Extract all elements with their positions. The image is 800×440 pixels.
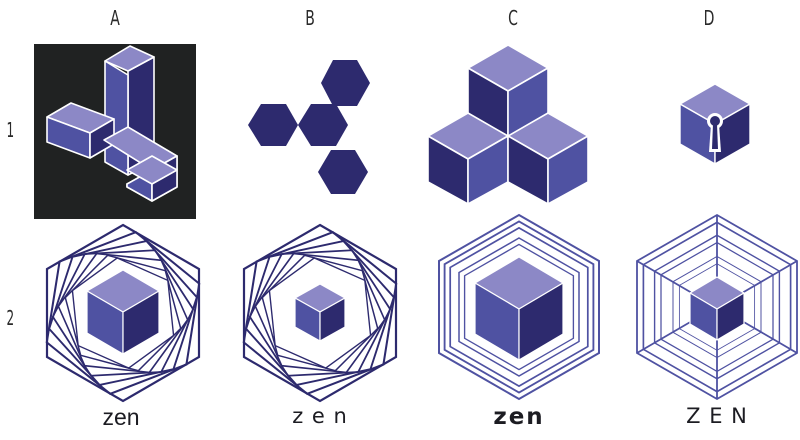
logo-d2-hexagon-web-cube: [636, 213, 798, 401]
row-label-1: 1: [6, 118, 15, 142]
wordmark-b: z e n: [292, 404, 348, 428]
column-label-a: A: [110, 6, 120, 30]
keyhole-icon: [707, 113, 723, 152]
logo-c1-cube-pyramid: [427, 44, 589, 205]
column-label-d: D: [703, 6, 715, 30]
column-label-b: B: [305, 6, 315, 30]
logo-c2-concentric-large-cube: [438, 213, 600, 401]
wordmark-c: zen: [493, 404, 545, 430]
logo-a1-three-arm-shape: [34, 44, 196, 219]
wordmark-d: Z E N: [686, 404, 748, 428]
logo-b1-hexagon-cluster: [248, 60, 370, 194]
column-label-c: C: [508, 6, 518, 30]
logo-b2-spiral-small-cube: [242, 223, 398, 403]
wordmark-a: zen: [102, 404, 140, 430]
logo-a2-spiral-cube: [45, 223, 201, 403]
row-label-2: 2: [6, 306, 15, 330]
logo-d1-keyhole-cube: [679, 83, 751, 165]
